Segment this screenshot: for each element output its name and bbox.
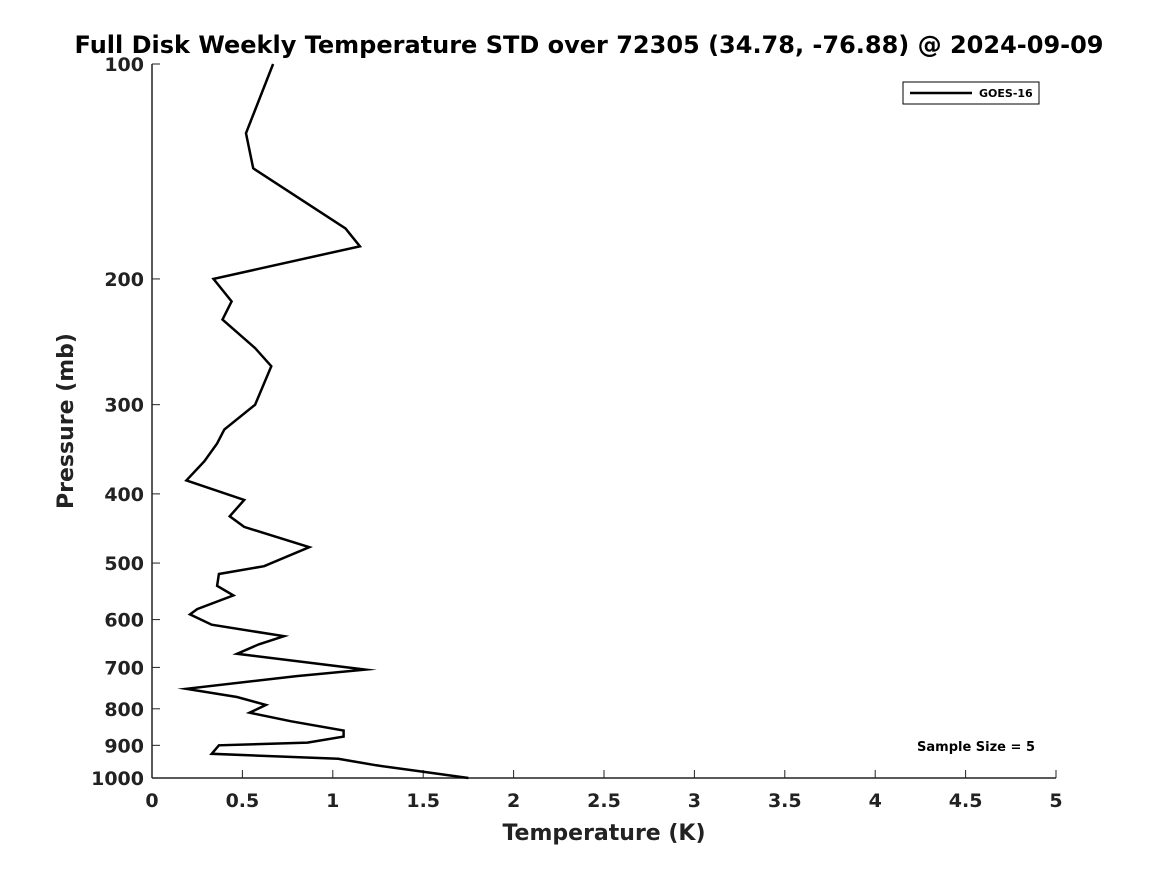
y-tick-label: 1000 xyxy=(91,768,144,790)
y-tick-label: 800 xyxy=(104,699,144,721)
x-tick-label: 3.5 xyxy=(768,790,802,812)
x-tick-label: 4.5 xyxy=(949,790,983,812)
x-tick-label: 3 xyxy=(688,790,701,812)
series-layer xyxy=(177,63,469,780)
x-tick-label: 5 xyxy=(1049,790,1062,812)
legend-label-goes-16: GOES-16 xyxy=(979,87,1033,100)
y-tick-label: 300 xyxy=(104,395,144,417)
sample-size-annotation: Sample Size = 5 xyxy=(917,740,1035,755)
chart-title: Full Disk Weekly Temperature STD over 72… xyxy=(75,31,1104,59)
y-tick-label: 700 xyxy=(104,657,144,679)
x-tick-label: 2 xyxy=(507,790,520,812)
y-axis-ticks: 100 200 300 400 500 600 700 800 900 1000 xyxy=(91,54,160,790)
y-tick-label: 400 xyxy=(104,484,144,506)
x-tick-label: 0 xyxy=(145,790,158,812)
legend: GOES-16 xyxy=(902,81,1040,105)
x-axis-label: Temperature (K) xyxy=(502,821,705,846)
x-axis-ticks: 0 0.5 1 1.5 2 2.5 3 3.5 4 4.5 5 xyxy=(145,770,1063,812)
y-tick-label: 200 xyxy=(104,269,144,291)
x-tick-label: 1.5 xyxy=(406,790,440,812)
x-tick-label: 2.5 xyxy=(587,790,621,812)
y-tick-label: 500 xyxy=(104,553,144,575)
x-tick-label: 0.5 xyxy=(226,790,260,812)
y-tick-label: 100 xyxy=(104,54,144,76)
y-axis-label: Pressure (mb) xyxy=(54,333,79,509)
y-tick-label: 600 xyxy=(104,610,144,632)
y-tick-label: 900 xyxy=(104,735,144,757)
x-tick-label: 1 xyxy=(326,790,339,812)
x-tick-label: 4 xyxy=(869,790,882,812)
series-line-goes-16 xyxy=(177,63,469,780)
